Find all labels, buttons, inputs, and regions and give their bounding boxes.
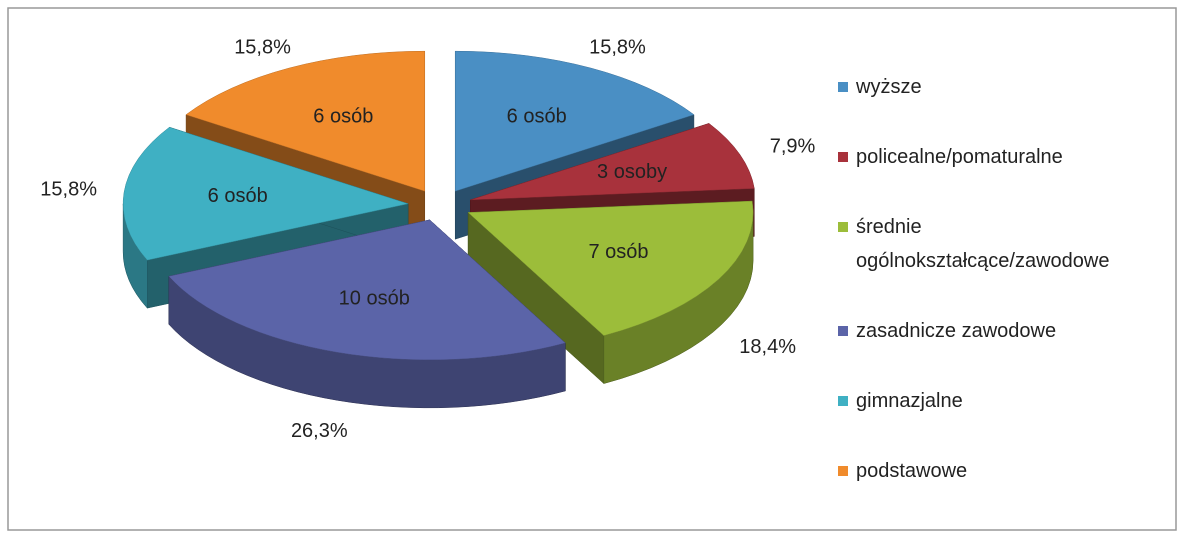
legend-item: gimnazjalne bbox=[838, 384, 1178, 418]
legend-label: gimnazjalne bbox=[856, 390, 963, 412]
legend-swatch bbox=[838, 152, 848, 162]
value-label: 15,8% bbox=[234, 37, 291, 59]
slice bbox=[467, 200, 754, 336]
slice bbox=[185, 50, 426, 192]
legend-item: policealne/pomaturalne bbox=[838, 140, 1178, 174]
count-label: 6 osób bbox=[507, 106, 567, 128]
value-label: 15,8% bbox=[589, 37, 646, 59]
legend-item: zasadnicze zawodowe bbox=[838, 314, 1178, 348]
legend-label: wyższe bbox=[856, 76, 922, 98]
legend-swatch bbox=[838, 396, 848, 406]
legend-swatch bbox=[838, 466, 848, 476]
value-label: 26,3% bbox=[291, 420, 348, 442]
legend-swatch bbox=[838, 222, 848, 232]
legend-label: zasadnicze zawodowe bbox=[856, 320, 1057, 342]
chart-frame bbox=[7, 7, 1177, 531]
slice bbox=[470, 123, 755, 201]
legend-label: podstawowe bbox=[856, 460, 968, 482]
legend-item: podstawowe bbox=[838, 454, 1178, 488]
value-label: 15,8% bbox=[40, 179, 97, 201]
legend-swatch bbox=[838, 326, 848, 336]
value-label: 7,9% bbox=[770, 136, 816, 158]
count-label: 3 osoby bbox=[597, 161, 667, 183]
legend-item: wyższe bbox=[838, 70, 1178, 104]
legend-label: średnie ogólnokształcące/zawodowe bbox=[856, 216, 1110, 272]
legend-label: policealne/pomaturalne bbox=[856, 146, 1063, 168]
count-label: 7 osób bbox=[588, 241, 648, 263]
count-label: 10 osób bbox=[339, 288, 410, 310]
slice bbox=[168, 219, 566, 361]
legend-swatch bbox=[838, 82, 848, 92]
slice bbox=[122, 126, 410, 261]
count-label: 6 osób bbox=[208, 185, 268, 207]
legend-item: średnie ogólnokształcące/zawodowe bbox=[838, 210, 1178, 278]
count-label: 6 osób bbox=[313, 106, 373, 128]
value-label: 18,4% bbox=[739, 336, 796, 358]
slice bbox=[454, 50, 695, 192]
